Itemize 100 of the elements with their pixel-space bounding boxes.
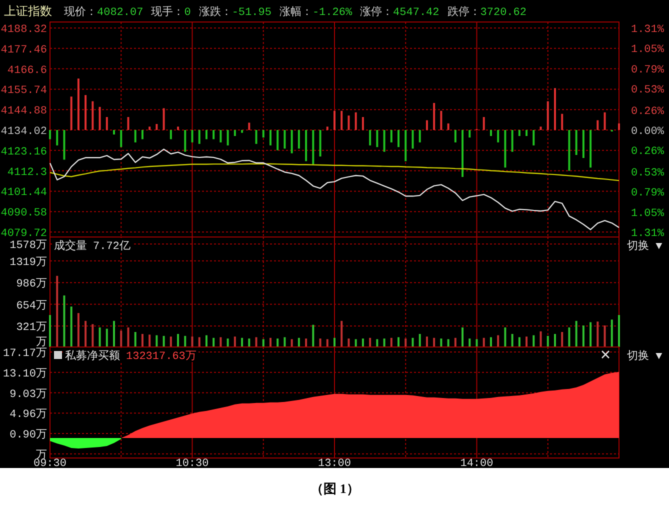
- text: 跌停：3720.62: [447, 6, 526, 19]
- bar: [575, 320, 578, 347]
- bar: [404, 338, 407, 347]
- bar: [113, 130, 116, 135]
- bar: [554, 88, 556, 130]
- bar: [476, 339, 478, 347]
- text: 现价：4082.07: [64, 6, 144, 19]
- bar: [440, 110, 442, 130]
- bar: [490, 130, 492, 136]
- y-tick-label: 4144.88: [0, 106, 47, 118]
- bar: [532, 130, 535, 146]
- bar: [312, 130, 314, 164]
- bar: [177, 334, 180, 347]
- y-tick-label: 4188.32: [0, 24, 47, 36]
- bar: [568, 130, 570, 171]
- bar: [191, 336, 194, 347]
- bar: [582, 325, 584, 347]
- bar: [412, 338, 414, 347]
- bar: [162, 108, 165, 130]
- y-tick-label: 986万: [16, 278, 47, 291]
- bar: [504, 327, 506, 347]
- bar: [561, 332, 564, 347]
- bar: [426, 120, 428, 130]
- bar: [590, 130, 592, 168]
- bar: [77, 78, 80, 130]
- bar: [526, 130, 528, 136]
- bar: [113, 320, 116, 347]
- bar: [106, 328, 108, 347]
- bar: [497, 335, 500, 347]
- bar: [561, 114, 564, 130]
- bar: [290, 339, 293, 347]
- bar: [298, 130, 300, 149]
- bar: [596, 322, 599, 347]
- bar: [84, 95, 87, 130]
- bar: [504, 130, 506, 168]
- bar: [610, 320, 613, 347]
- bar: [205, 130, 208, 140]
- bar: [354, 339, 357, 347]
- y-tick-label: 17.17万: [2, 347, 47, 360]
- y2-tick-label: 0.79%: [630, 188, 664, 200]
- bar: [170, 130, 172, 140]
- bar: [156, 124, 158, 130]
- y2-tick-label: 0.53%: [630, 84, 664, 97]
- bar: [540, 126, 542, 130]
- bar: [162, 336, 165, 347]
- bar: [426, 336, 428, 347]
- chart-title: 私募净买额: [65, 349, 120, 363]
- bar: [276, 338, 279, 347]
- bar: [220, 130, 222, 142]
- bar: [120, 330, 122, 347]
- y2-tick-label: 0.79%: [630, 64, 664, 76]
- bar: [454, 130, 456, 142]
- line-series: [49, 163, 620, 182]
- bar: [284, 130, 286, 149]
- bar: [49, 315, 51, 347]
- bar: [326, 339, 328, 347]
- line-series: [49, 148, 620, 230]
- bar: [412, 130, 414, 149]
- bar: [255, 337, 258, 347]
- bar: [575, 130, 578, 155]
- x-tick-label: 13:00: [318, 458, 352, 470]
- bar: [369, 338, 372, 347]
- text: 切换 ▼: [627, 239, 663, 253]
- bar: [490, 337, 492, 347]
- bar: [404, 130, 407, 162]
- bar: [540, 331, 542, 347]
- bar: [141, 334, 144, 347]
- bar: [226, 130, 229, 146]
- bar: [84, 320, 87, 347]
- y-tick-label: 654万: [16, 299, 47, 312]
- bar: [120, 130, 122, 148]
- bar: [248, 338, 250, 347]
- bar: [376, 339, 378, 347]
- bar: [462, 327, 464, 347]
- text: 切换 ▼: [627, 349, 663, 363]
- bar: [362, 338, 364, 347]
- chart-title: 成交量: [54, 239, 87, 253]
- y-tick-label: 4079.72: [0, 228, 47, 240]
- text: （图 1）: [310, 481, 360, 496]
- bar: [518, 337, 520, 347]
- bar: [418, 130, 421, 142]
- bar: [497, 130, 500, 142]
- bar: [127, 117, 130, 130]
- bar: [454, 338, 456, 347]
- bar: [596, 120, 599, 130]
- bar: [334, 338, 336, 347]
- chart-subtitle: 7.72亿: [93, 240, 130, 253]
- y-tick-label: 13.10万: [2, 367, 47, 380]
- y2-tick-label: 0.26%: [630, 106, 664, 118]
- bar: [92, 101, 94, 130]
- bar: [568, 327, 570, 347]
- bar: [440, 338, 442, 347]
- bar: [383, 130, 386, 152]
- bar: [276, 130, 279, 150]
- bar: [56, 276, 58, 347]
- bar: [156, 335, 158, 347]
- bar: [418, 334, 421, 347]
- bar: [348, 338, 350, 347]
- bar: [70, 306, 72, 347]
- y-tick-label: 4123.16: [0, 146, 47, 158]
